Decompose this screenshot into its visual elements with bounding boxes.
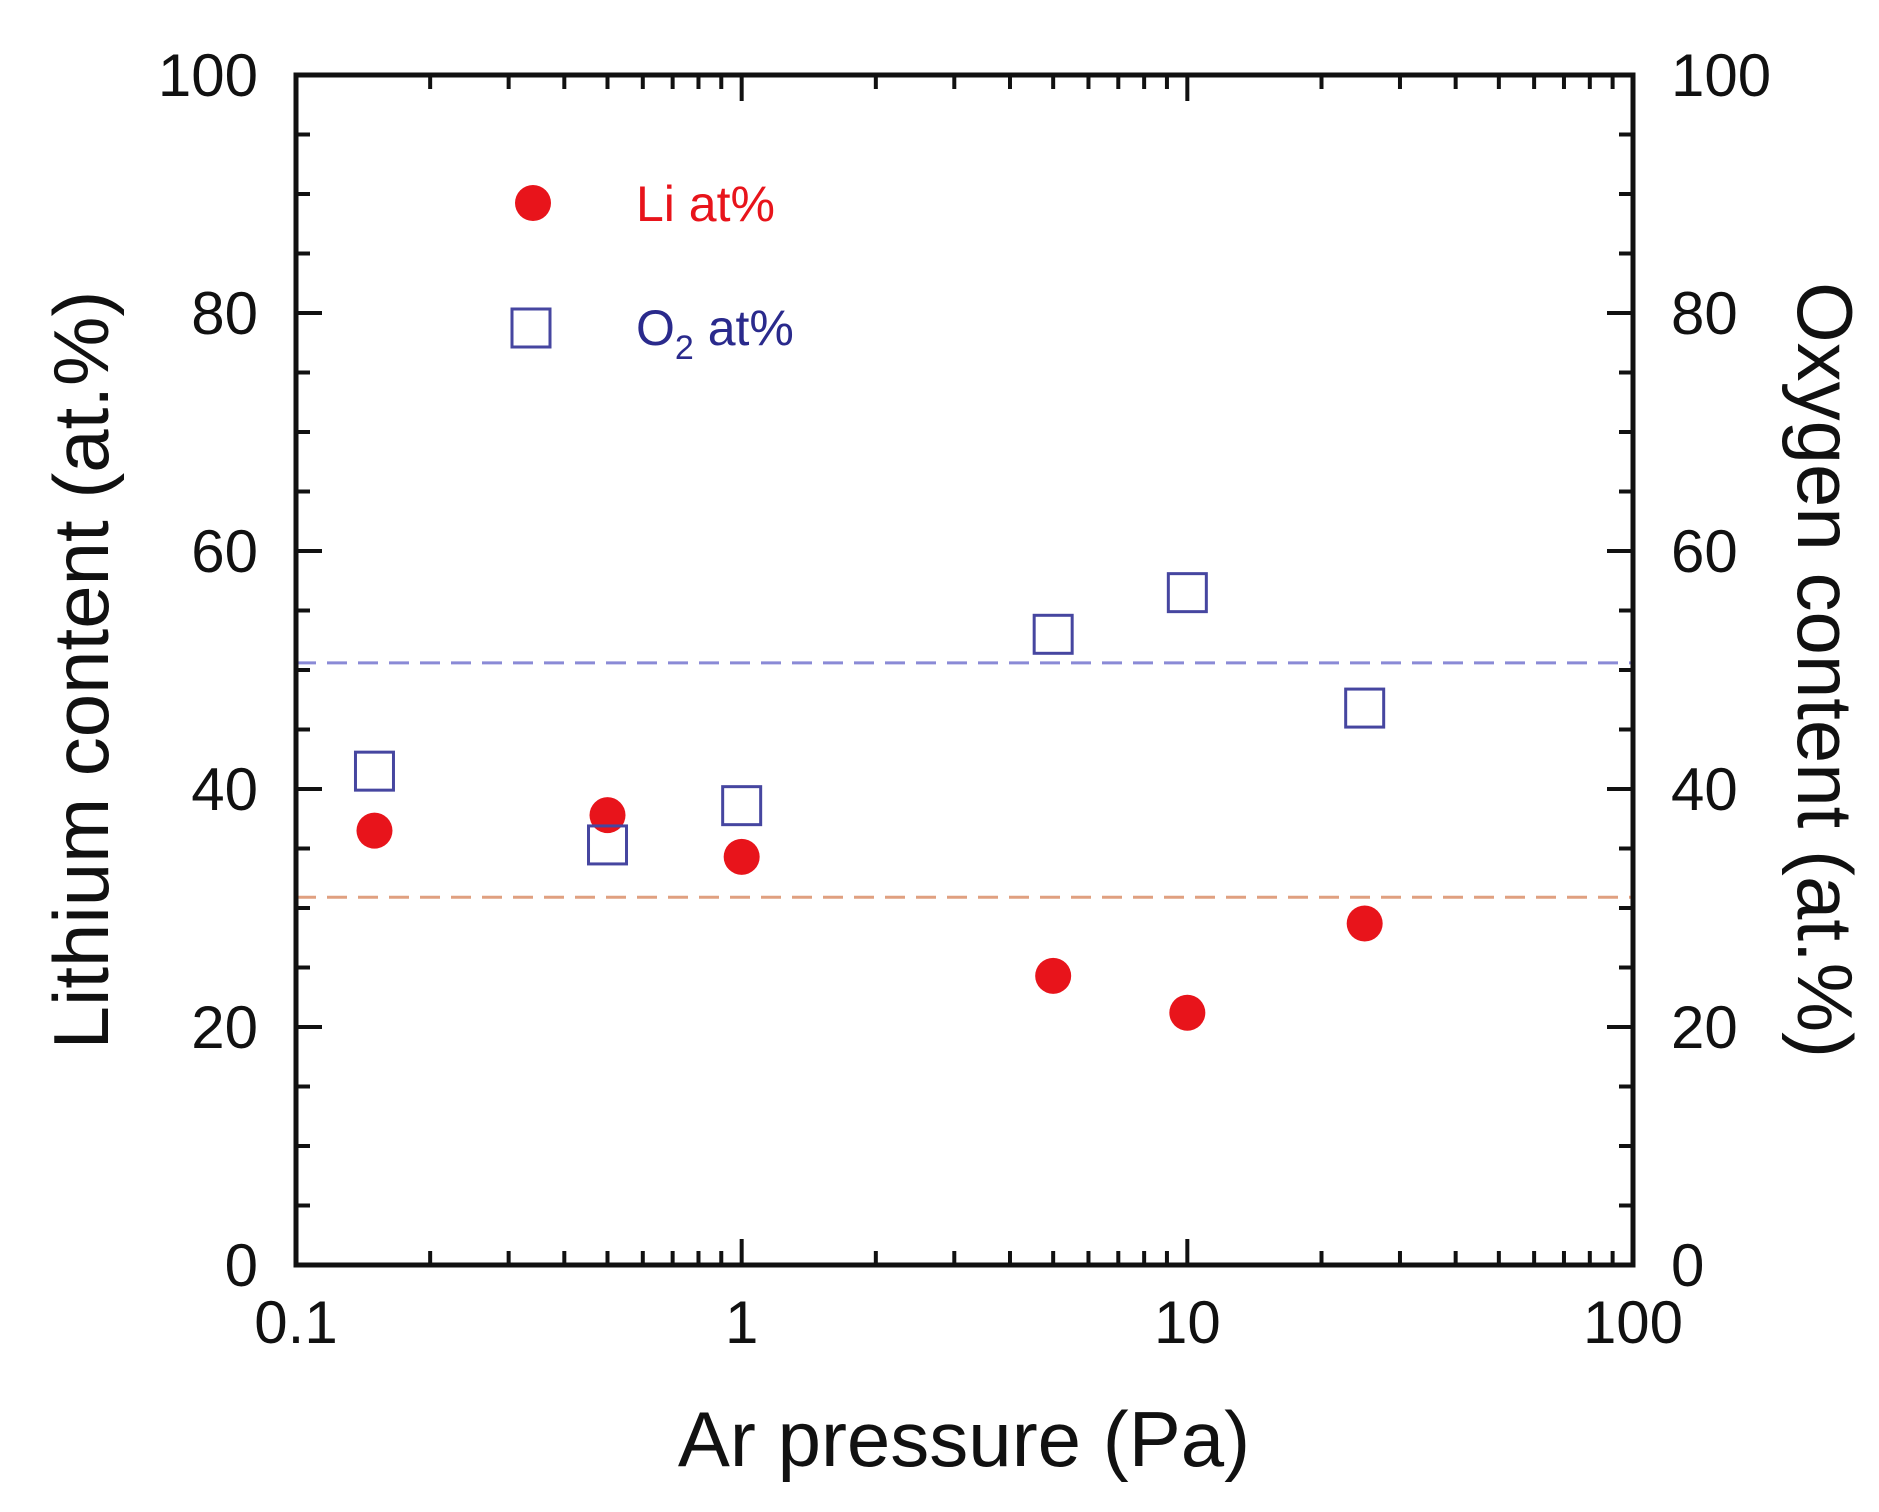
y-tick-label: 80 [191,280,258,347]
y2-tick-label: 60 [1671,518,1738,585]
x-tick-label: 1 [725,1289,758,1356]
o2-data-point [353,750,395,792]
plot-frame [293,72,1636,1268]
x-tick-label: 10 [1154,1289,1221,1356]
x-tick-label: 100 [1583,1289,1683,1356]
y2-tick-label: 80 [1671,280,1738,347]
data-points [353,572,1386,1031]
y-tick-label: 100 [158,42,258,109]
y-tick-label: 60 [191,518,258,585]
legend-li-marker [515,185,551,221]
x-tick-label: 0.1 [254,1289,337,1356]
li-data-point [1346,905,1383,942]
li-data-point [1169,994,1206,1031]
li-data-point [356,812,393,849]
x-axis-title: Ar pressure (Pa) [678,1395,1250,1483]
o2-data-point [1166,572,1208,614]
y2-tick-label: 100 [1671,42,1771,109]
li-data-point [1035,957,1072,994]
reference-lines [296,661,1633,899]
y-tick-label: 0 [225,1232,258,1299]
y2-axis-title: Oxygen content (at.%) [1781,282,1869,1058]
y-tick-label: 20 [191,994,258,1061]
o2-data-point [587,824,629,866]
tick-marks [296,75,1633,1265]
legend-o2-marker [510,307,552,349]
legend-li-label: Li at% [636,176,775,232]
o2-data-point [1032,613,1074,655]
li-data-point [589,797,626,834]
y2-tick-label: 20 [1671,994,1738,1061]
y-axis-title: Lithium content (at.%) [37,291,125,1050]
legend-o2-label: O2 at% [636,300,794,367]
y-tick-label: 40 [191,756,258,823]
o2-data-point [721,785,763,827]
y2-tick-label: 40 [1671,756,1738,823]
y2-tick-label: 0 [1671,1232,1704,1299]
o2-data-point [1344,687,1386,729]
legend: Li at% O2 at% [510,176,794,367]
li-data-point [723,838,760,875]
